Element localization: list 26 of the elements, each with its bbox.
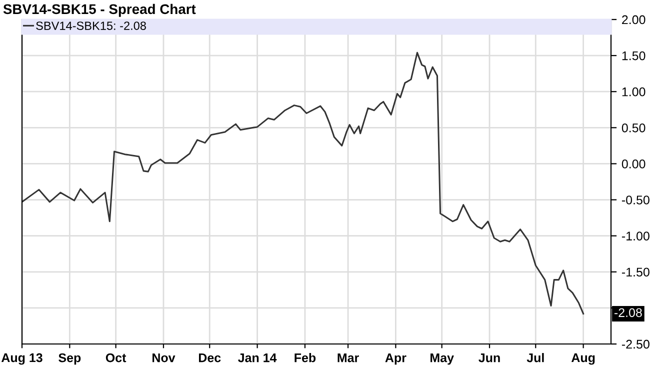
x-tick-label: Mar: [338, 353, 359, 362]
chart-title: SBV14-SBK15 - Spread Chart: [3, 4, 196, 17]
line-series: [22, 52, 584, 314]
y-tick-label: 2.00: [622, 15, 646, 24]
y-tick-label: 0.00: [622, 160, 646, 168]
legend-label: SBV14-SBK15: -2.08: [36, 22, 146, 30]
x-tick-label: Nov: [152, 353, 176, 362]
y-tick-label: 1.00: [622, 87, 646, 96]
x-tick-label: Aug: [571, 353, 595, 365]
y-tick-label: -0.50: [622, 196, 650, 204]
y-tick-label: 0.50: [622, 123, 646, 132]
y-tick-label: -1.50: [622, 268, 650, 277]
x-tick-label: Jul: [526, 353, 544, 362]
x-tick-label: Jan 14: [238, 353, 277, 362]
annotation: -2.08: [614, 308, 642, 318]
x-tick-label: Sep: [58, 353, 81, 365]
x-tick-label: May: [430, 353, 454, 365]
x-tick-label: Dec: [198, 353, 221, 362]
y-tick-label: -2.50: [622, 340, 650, 349]
x-tick-label: Apr: [385, 353, 406, 365]
x-tick-label: Jun: [478, 353, 500, 362]
x-tick-label: Feb: [294, 353, 316, 362]
x-tick-label: Aug 13: [1, 353, 42, 365]
y-tick-label: -1.00: [622, 232, 650, 240]
x-tick-label: Oct: [106, 353, 126, 362]
y-tick-label: 1.50: [622, 51, 646, 60]
